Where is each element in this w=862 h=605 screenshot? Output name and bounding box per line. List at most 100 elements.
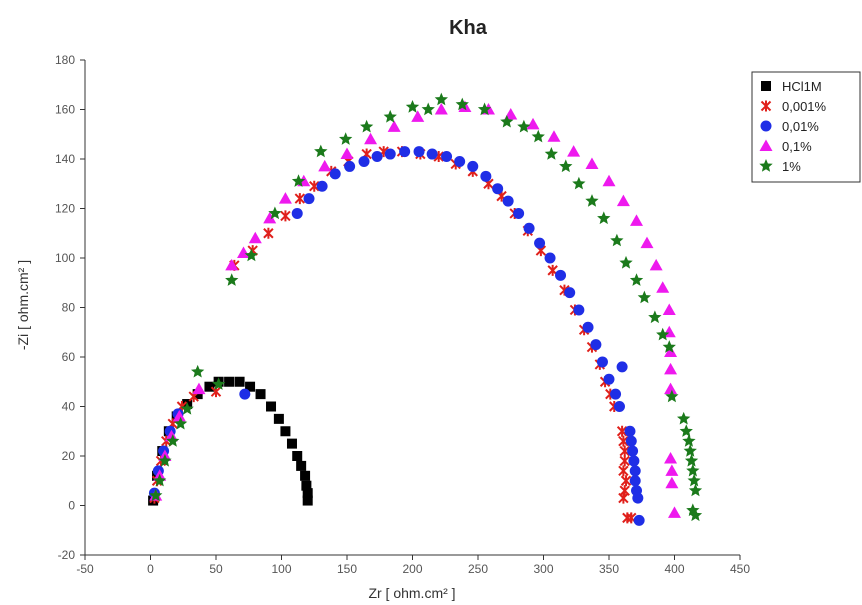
data-point [360,119,374,133]
data-point [192,382,206,395]
data-point [633,514,645,526]
data-point [547,130,561,142]
data-point [618,465,629,477]
data-point [632,492,644,504]
data-point [278,192,292,204]
y-tick-label: 80 [62,301,76,315]
data-point [656,327,670,341]
data-point [517,119,531,133]
data-point [573,304,585,316]
data-point [585,194,599,207]
y-tick-label: 160 [55,103,75,117]
data-point [239,388,251,400]
data-point [688,508,703,522]
data-point [300,470,311,481]
data-point [664,362,678,375]
y-tick-label: 60 [62,350,76,364]
data-point [426,148,438,160]
x-tick-label: 0 [147,562,154,576]
data-point [649,258,663,271]
data-point [158,453,172,467]
data-point [340,147,354,160]
data-point [413,146,425,158]
data-point [180,402,194,415]
data-point [364,132,378,145]
series-1 [149,146,637,524]
data-point [629,475,641,487]
data-point [421,102,435,116]
data-point [544,147,558,160]
data-point [665,389,679,403]
data-point [619,445,630,457]
data-point [480,170,492,182]
data-point [677,411,691,425]
legend-marker [760,100,772,112]
data-point [602,174,616,187]
data-point [625,435,637,447]
data-point [255,389,266,400]
data-point [316,180,328,192]
data-point [683,444,697,457]
data-point [564,287,576,299]
data-point [329,168,341,180]
data-point [204,381,215,392]
data-point [687,473,701,487]
legend-marker [760,120,772,132]
data-point [531,129,545,143]
x-tick-label: 350 [599,562,619,576]
data-point [567,145,581,157]
data-point [679,424,693,437]
data-point [502,195,514,207]
legend-label: 0,1% [782,139,812,154]
x-tick-label: 50 [209,562,223,576]
x-tick-label: 300 [533,562,553,576]
chart-title: Kha [449,17,488,39]
x-axis-label: Zr [ ohm.cm² ] [368,585,455,601]
data-point [434,103,448,115]
legend-marker [761,81,771,91]
y-tick-label: 100 [55,251,75,265]
data-point [534,237,546,249]
series-4 [149,92,703,522]
data-point [637,290,651,304]
series-2 [148,146,645,526]
legend-label: 0,001% [782,99,827,114]
data-point [291,174,306,187]
data-point [172,409,186,422]
y-tick-label: 120 [55,202,75,216]
data-point [664,382,678,395]
data-point [610,388,622,400]
data-point [387,120,401,132]
data-point [590,339,602,351]
data-point [358,155,370,167]
data-point [280,210,291,222]
data-point [411,110,425,122]
data-point [613,401,625,412]
data-point [237,246,251,259]
data-point [286,438,297,449]
data-point [597,211,611,225]
data-point [662,340,676,353]
data-point [164,429,178,442]
data-point [682,434,696,447]
data-point [225,258,239,271]
data-point [191,364,205,378]
data-point [544,252,556,264]
data-point [384,148,396,160]
data-point [455,97,469,111]
data-point [620,475,632,487]
y-tick-label: 140 [55,152,75,166]
data-point [648,310,662,324]
data-point [629,273,644,286]
x-tick-label: -50 [76,562,94,576]
legend: HCl1M 0,001% 0,01% 0,1% 1% [751,71,861,183]
data-point [630,214,644,226]
data-point [149,488,163,502]
legend-marker [759,159,773,172]
data-point [245,381,256,392]
data-point [318,159,332,172]
data-point [624,425,636,437]
data-point [610,233,624,247]
x-tick-label: 400 [664,562,684,576]
